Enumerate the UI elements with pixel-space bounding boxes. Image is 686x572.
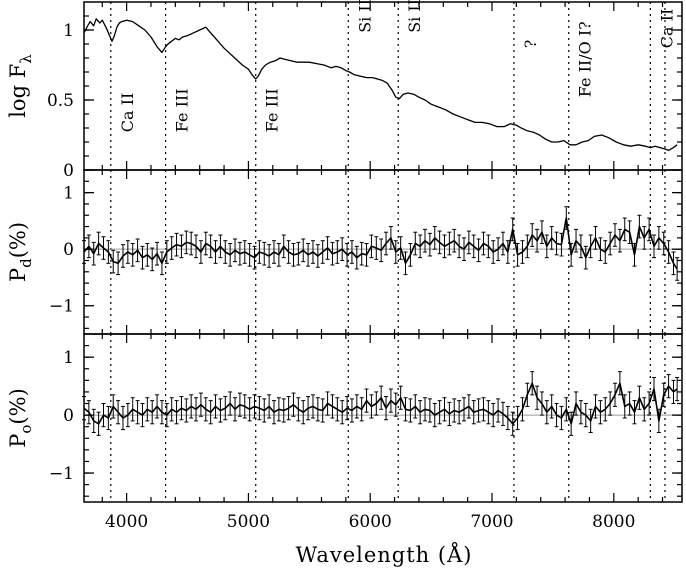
- feature-label: Fe III: [173, 88, 192, 132]
- y-tick-label: 0: [63, 240, 74, 260]
- feature-label: Fe III: [263, 88, 282, 132]
- series-line: [83, 18, 678, 152]
- x-tick-label: 6000: [349, 512, 392, 532]
- feature-label: ?: [521, 40, 540, 49]
- feature-label: Si II: [355, 0, 374, 33]
- y-axis-label: log Fλ: [6, 54, 35, 118]
- y-axis-label: Pd(%): [6, 222, 35, 282]
- feature-label: Si II: [405, 0, 424, 33]
- po-panel: −1 0 1 Po(%) 4000 5000 6000 7000 8000: [6, 333, 683, 532]
- y-tick-label: 0.5: [47, 91, 74, 111]
- y-tick-label: 1: [63, 348, 74, 368]
- y-tick-label: 0: [63, 406, 74, 426]
- y-tick-label: −1: [49, 464, 74, 484]
- y-tick-label: 1: [63, 21, 74, 41]
- pd-panel: −1 0 1 Pd(%): [6, 169, 683, 335]
- flux-panel: 0 0.5 1 log Fλ Ca II Fe III Fe III Si II Si II? F…: [6, 0, 683, 181]
- x-tick-label: 8000: [592, 512, 635, 532]
- feature-label: Fe II/O I?: [576, 21, 595, 97]
- series-line: [83, 382, 678, 425]
- panel-frame: [83, 169, 683, 335]
- y-tick-label: 1: [63, 184, 74, 204]
- y-tick-label: −1: [49, 297, 74, 317]
- y-axis-label: Po(%): [6, 388, 35, 448]
- series-line: [83, 217, 678, 270]
- x-axis-label: Wavelength (Å): [296, 542, 473, 567]
- x-tick-label: 4000: [105, 512, 148, 532]
- feature-label: Ca II: [118, 93, 137, 133]
- y-tick-label: 0: [63, 161, 74, 181]
- x-tick-label: 5000: [227, 512, 270, 532]
- x-tick-label: 7000: [470, 512, 513, 532]
- feature-label: Ca II: [657, 9, 676, 49]
